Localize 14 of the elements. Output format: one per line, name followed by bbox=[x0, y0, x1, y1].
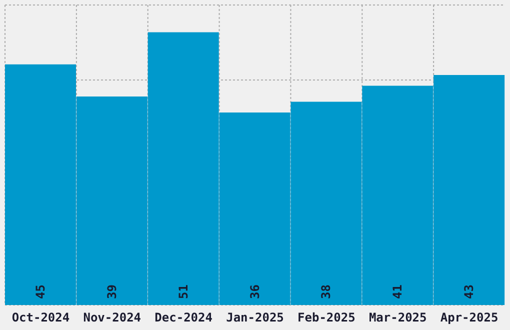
data-label: 51 bbox=[176, 284, 190, 299]
data-label: 41 bbox=[390, 284, 405, 299]
x-tick-label: Jan-2025 bbox=[226, 310, 284, 325]
x-tick-label: Nov-2024 bbox=[83, 310, 142, 325]
data-label: 45 bbox=[34, 284, 48, 299]
data-label: 43 bbox=[462, 284, 476, 299]
x-tick-label: Mar-2025 bbox=[368, 310, 427, 325]
data-label: 36 bbox=[248, 284, 262, 299]
x-tick-label: Apr-2025 bbox=[440, 310, 498, 325]
x-tick-label: Oct-2024 bbox=[12, 310, 70, 325]
data-label: 38 bbox=[319, 284, 334, 299]
x-tick-label: Feb-2025 bbox=[298, 310, 356, 325]
data-label: 39 bbox=[104, 284, 119, 299]
x-tick-label: Dec-2024 bbox=[154, 310, 212, 325]
